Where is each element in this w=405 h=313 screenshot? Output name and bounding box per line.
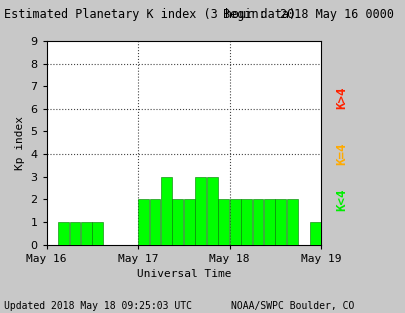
Bar [173, 199, 183, 245]
Bar [161, 177, 172, 245]
Y-axis label: Kp index: Kp index [15, 116, 25, 170]
Bar [138, 199, 149, 245]
Bar [81, 222, 92, 245]
Bar [195, 177, 206, 245]
Bar [287, 199, 298, 245]
Bar [184, 199, 195, 245]
Text: Updated 2018 May 18 09:25:03 UTC: Updated 2018 May 18 09:25:03 UTC [4, 301, 192, 311]
Bar [70, 222, 81, 245]
Text: NOAA/SWPC Boulder, CO: NOAA/SWPC Boulder, CO [231, 301, 354, 311]
Bar [264, 199, 275, 245]
X-axis label: Universal Time: Universal Time [136, 269, 231, 279]
Bar [218, 199, 229, 245]
Text: K=4: K=4 [335, 143, 348, 165]
Bar [241, 199, 252, 245]
Text: Estimated Planetary K index (3 hour data): Estimated Planetary K index (3 hour data… [4, 8, 296, 21]
Text: K>4: K>4 [335, 86, 348, 109]
Bar [230, 199, 241, 245]
Bar [275, 199, 286, 245]
Text: Begin:  2018 May 16 0000: Begin: 2018 May 16 0000 [223, 8, 394, 21]
Bar [92, 222, 103, 245]
Bar [149, 199, 160, 245]
Bar [253, 199, 263, 245]
Bar [310, 222, 321, 245]
Bar [58, 222, 69, 245]
Bar [207, 177, 217, 245]
Bar [321, 222, 332, 245]
Text: K<4: K<4 [335, 188, 348, 211]
